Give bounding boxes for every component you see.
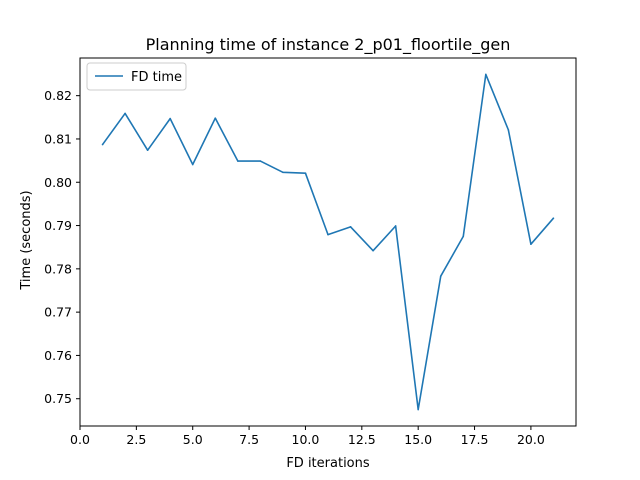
y-tick-label: 0.82: [44, 88, 72, 103]
data-point: [485, 73, 487, 76]
legend: FD time: [86, 62, 187, 91]
data-point: [507, 129, 510, 131]
x-tick-label: 15.0: [404, 432, 432, 447]
y-tick-label: 0.78: [44, 261, 72, 276]
data-point: [417, 408, 419, 411]
x-tick-label: 12.5: [348, 432, 376, 447]
axes-frame: [79, 57, 577, 427]
y-tick-label: 0.79: [44, 218, 72, 233]
data-point: [214, 117, 217, 119]
y-axis-label: Time (seconds): [19, 190, 34, 290]
x-tick-label: 7.5: [239, 432, 259, 447]
data-point: [394, 225, 397, 227]
x-axis-ticks: 0.0 2.5 5.0 7.5 10.0 12.5 15.0 17.5 20.0: [70, 426, 545, 447]
y-tick-label: 0.80: [44, 175, 72, 190]
x-axis-label: FD iterations: [286, 456, 370, 471]
legend-box: [86, 62, 187, 91]
data-point: [327, 233, 329, 236]
x-tick-label: 17.5: [461, 432, 489, 447]
series-points: [101, 73, 555, 411]
data-point: [439, 275, 442, 278]
x-tick-label: 10.0: [292, 432, 320, 447]
chart-title: Planning time of instance 2_p01_floortil…: [146, 35, 511, 55]
y-tick-label: 0.76: [44, 348, 72, 363]
y-axis-ticks: 0.75 0.76 0.77 0.78 0.79 0.80 0.81 0.82: [44, 88, 80, 406]
y-tick-label: 0.75: [44, 391, 72, 406]
data-point: [146, 149, 149, 152]
data-point: [259, 160, 262, 162]
data-point: [349, 226, 352, 228]
x-tick-label: 20.0: [517, 432, 545, 447]
data-point: [530, 243, 532, 245]
data-point: [124, 112, 126, 115]
data-point: [372, 249, 374, 252]
data-point: [304, 172, 307, 174]
data-point: [191, 163, 194, 166]
x-tick-label: 0.0: [70, 432, 90, 447]
y-tick-label: 0.77: [44, 305, 72, 320]
data-point: [282, 171, 284, 174]
data-point: [552, 217, 555, 219]
data-point: [169, 117, 171, 120]
data-point: [462, 235, 465, 238]
plot-area: 0.0 2.5 5.0 7.5 10.0 12.5 15.0 17.5 20.0 0.750.7…: [44, 57, 577, 447]
legend-label: FD time: [131, 70, 182, 85]
x-tick-label: 5.0: [183, 432, 203, 447]
data-point: [237, 160, 239, 162]
data-point: [101, 143, 104, 146]
x-tick-label: 2.5: [126, 432, 146, 447]
y-tick-label: 0.81: [44, 131, 72, 146]
